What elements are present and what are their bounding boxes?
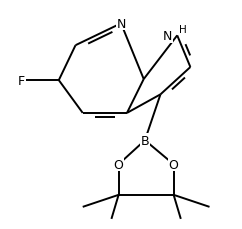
Text: H: H [179, 25, 187, 35]
Text: O: O [114, 158, 124, 171]
Text: B: B [141, 134, 149, 147]
Text: F: F [18, 74, 25, 87]
Text: O: O [169, 158, 179, 171]
Text: N: N [163, 30, 172, 43]
Text: N: N [116, 18, 126, 31]
